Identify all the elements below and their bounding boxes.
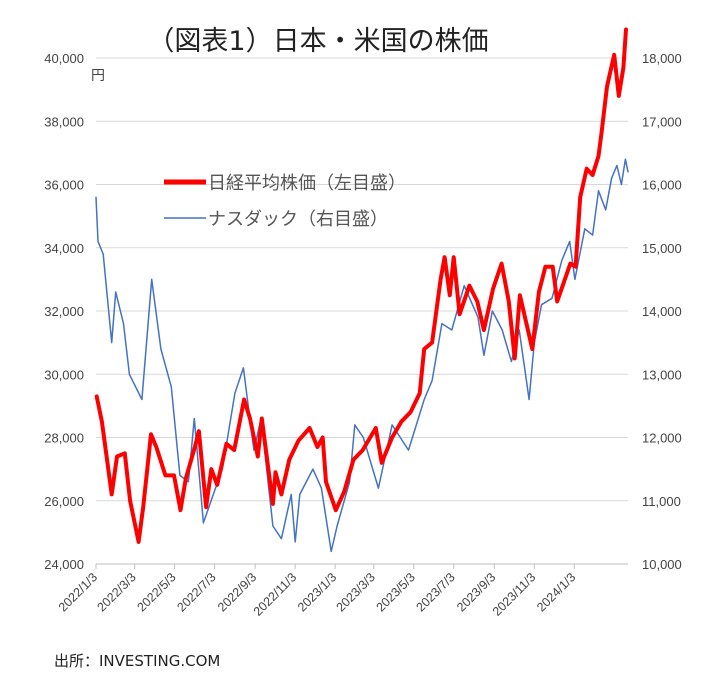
x-tick-label: 2022/11/3 <box>251 570 300 619</box>
right-tick-label: 16,000 <box>642 178 682 193</box>
x-tick-label: 2022/3/3 <box>94 570 138 614</box>
nikkei-series-line <box>94 27 628 544</box>
left-tick-label: 40,000 <box>44 51 84 66</box>
chart-title: （図表1）日本・米国の株価 <box>147 26 488 57</box>
x-tick-label: 2023/1/3 <box>295 570 339 614</box>
left-axis-tick-labels: 24,000 26,000 28,000 30,000 32,000 34,000 36,0… <box>44 51 84 572</box>
left-tick-label: 30,000 <box>44 367 84 382</box>
x-tick-label: 2023/3/3 <box>334 570 378 614</box>
right-tick-label: 15,000 <box>642 241 682 256</box>
right-tick-label: 14,000 <box>642 304 682 319</box>
x-tick-label: 2022/7/3 <box>174 570 218 614</box>
left-tick-label: 38,000 <box>44 114 84 129</box>
left-tick-label: 24,000 <box>44 557 84 572</box>
right-tick-label: 13,000 <box>642 367 682 382</box>
x-tick-label: 2023/7/3 <box>414 570 458 614</box>
x-axis-tick-labels: 2022/1/32022/3/32022/5/32022/7/32022/9/3… <box>56 564 578 619</box>
left-tick-label: 36,000 <box>44 178 84 193</box>
x-tick-label: 2023/5/3 <box>374 570 418 614</box>
right-tick-label: 12,000 <box>642 431 682 446</box>
legend-label-nasdaq: ナスダック（右目盛） <box>208 209 388 230</box>
x-tick-label: 2023/11/3 <box>490 570 539 619</box>
left-tick-label: 28,000 <box>44 431 84 446</box>
x-tick-label: 2022/5/3 <box>134 570 178 614</box>
nasdaq-series-line <box>95 158 629 553</box>
left-tick-label: 26,000 <box>44 494 84 509</box>
source-note: 出所：INVESTING.COM <box>54 652 220 670</box>
legend: 日経平均株価（左目盛） ナスダック（右目盛） <box>164 173 406 230</box>
left-tick-label: 32,000 <box>44 304 84 319</box>
right-axis-tick-labels: 10,000 11,000 12,000 13,000 14,000 15,000 16,0… <box>642 51 682 572</box>
left-axis-unit: 円 <box>91 68 105 84</box>
series-lines <box>94 27 629 553</box>
x-tick-label: 2022/1/3 <box>56 570 100 614</box>
x-tick-label: 2024/1/3 <box>534 570 578 614</box>
right-tick-label: 10,000 <box>642 557 682 572</box>
right-tick-label: 11,000 <box>642 494 681 509</box>
right-tick-label: 18,000 <box>642 51 682 66</box>
legend-label-nikkei: 日経平均株価（左目盛） <box>208 173 406 194</box>
left-tick-label: 34,000 <box>44 241 84 256</box>
right-tick-label: 17,000 <box>642 114 682 129</box>
